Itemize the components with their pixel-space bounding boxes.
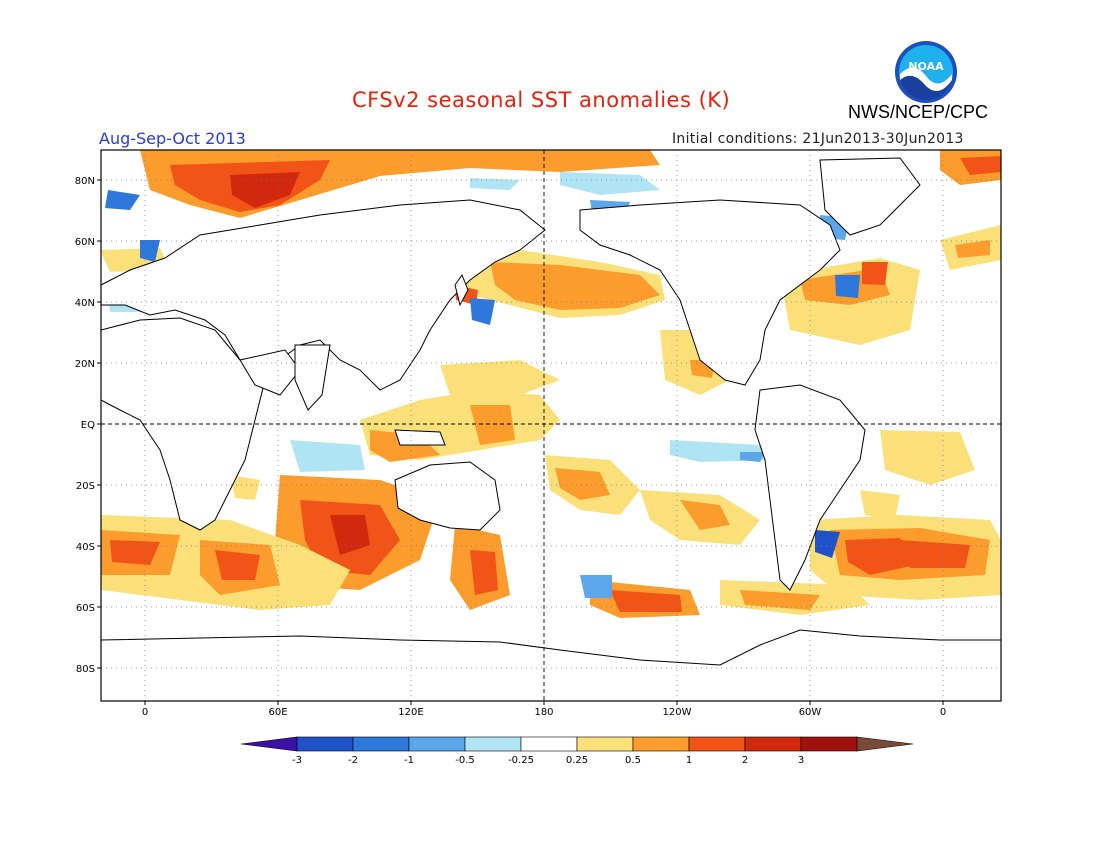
colorbar-tick: -3 bbox=[292, 755, 302, 766]
colorbar bbox=[240, 736, 914, 752]
season-label: Aug-Sep-Oct 2013 bbox=[99, 129, 246, 148]
colorbar-tick: 2 bbox=[742, 755, 748, 766]
chart-title: CFSv2 seasonal SST anomalies (K) bbox=[352, 88, 731, 112]
lon-label: 0 bbox=[940, 707, 946, 718]
coastlines bbox=[101, 157, 1001, 701]
colorbar-tick: -0.5 bbox=[455, 755, 475, 766]
lat-label: 60N bbox=[75, 237, 95, 248]
lat-label: 40N bbox=[75, 298, 95, 309]
colorbar-tick: 3 bbox=[798, 755, 804, 766]
lon-label: 180 bbox=[534, 707, 553, 718]
colorbar-tick: 0.25 bbox=[566, 755, 588, 766]
noaa-logo: NOAA bbox=[894, 40, 958, 104]
latitude-axis: 80N 60N 40N 20N EQ 20S 40S 60S 80S bbox=[75, 176, 95, 675]
axis-ticks bbox=[97, 179, 944, 705]
colorbar-segment bbox=[632, 736, 690, 752]
lat-label: EQ bbox=[81, 420, 95, 431]
lat-label: 60S bbox=[76, 603, 95, 614]
colorbar-segment bbox=[576, 736, 634, 752]
lon-label: 60E bbox=[268, 707, 287, 718]
lat-label: 80N bbox=[75, 176, 95, 187]
lat-label: 20S bbox=[76, 481, 95, 492]
colorbar-tick: 0.5 bbox=[625, 755, 641, 766]
lat-label: 20N bbox=[75, 359, 95, 370]
longitude-axis: 0 60E 120E 180 120W 60W 0 bbox=[142, 707, 946, 718]
colorbar-arrow-right bbox=[856, 736, 914, 752]
colorbar-segment bbox=[744, 736, 802, 752]
colorbar-segment bbox=[688, 736, 746, 752]
colorbar-segment bbox=[408, 736, 466, 752]
colorbar-ticks: -3 -2 -1 -0.5 -0.25 0.25 0.5 1 2 3 bbox=[292, 755, 804, 766]
colorbar-tick: 1 bbox=[686, 755, 692, 766]
colorbar-segment bbox=[464, 736, 522, 752]
lat-label: 80S bbox=[76, 664, 95, 675]
gridlines bbox=[101, 150, 1001, 701]
colorbar-tick: -2 bbox=[348, 755, 358, 766]
colorbar-segment bbox=[352, 736, 410, 752]
lon-label: 120E bbox=[398, 707, 423, 718]
lon-label: 60W bbox=[799, 707, 822, 718]
anomaly-field bbox=[101, 150, 1001, 618]
lon-label: 120W bbox=[663, 707, 692, 718]
logo-text: NOAA bbox=[908, 60, 944, 73]
initial-conditions-label: Initial conditions: 21Jun2013-30Jun2013 bbox=[672, 131, 964, 147]
colorbar-arrow-left bbox=[240, 736, 298, 752]
colorbar-segment bbox=[520, 736, 578, 752]
equator-dateline bbox=[101, 150, 1001, 701]
agency-label: NWS/NCEP/CPC bbox=[848, 102, 989, 122]
map-frame bbox=[100, 149, 1002, 702]
colorbar-tick: -1 bbox=[404, 755, 414, 766]
lon-label: 0 bbox=[142, 707, 148, 718]
colorbar-tick: -0.25 bbox=[508, 755, 534, 766]
colorbar-segment bbox=[800, 736, 858, 752]
lat-label: 40S bbox=[76, 542, 95, 553]
colorbar-segment bbox=[296, 736, 354, 752]
